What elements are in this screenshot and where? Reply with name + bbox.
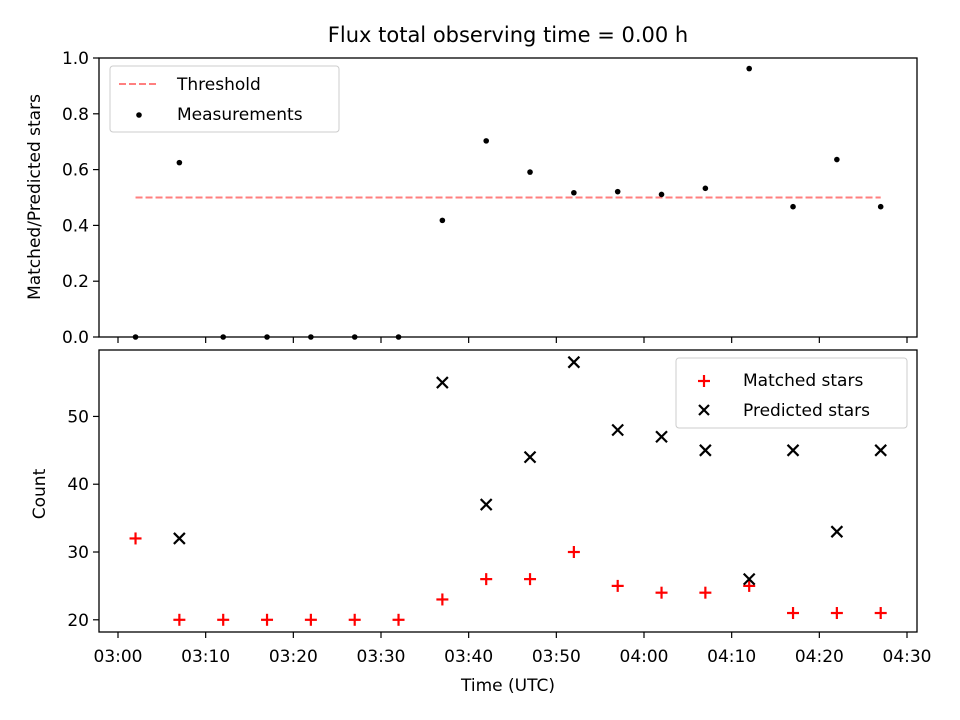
measurement-point — [527, 169, 533, 175]
measurement-point — [834, 156, 840, 163]
predicted-star-point — [699, 444, 712, 457]
top-y-ticks: 0.0 0.2 0.4 0.6 0.8 1.0 — [62, 49, 99, 348]
predicted-star-point — [611, 423, 624, 437]
legend-measurements-label: Measurements — [177, 105, 303, 125]
x-tick-label: 03:20 — [269, 647, 318, 667]
legend-matched-swatch — [698, 375, 710, 387]
measurement-point — [571, 189, 577, 196]
legend-matched-label: Matched stars — [743, 371, 863, 391]
predicted-star-point — [479, 498, 493, 511]
matched-star-point — [874, 607, 887, 620]
measurement-point — [132, 334, 139, 340]
measurement-point — [658, 191, 665, 198]
x-tick-label: 03:50 — [532, 647, 581, 667]
measurement-point — [790, 203, 796, 210]
matched-star-point — [830, 607, 843, 620]
bottom-y-ticks: 20 30 40 50 — [67, 407, 99, 631]
bottom-y-tick-label: 20 — [67, 611, 89, 631]
legend-predicted-label: Predicted stars — [743, 401, 870, 421]
measurement-point — [746, 65, 752, 72]
top-plot-frame — [98, 57, 918, 338]
bottom-legend-box — [675, 357, 908, 429]
x-tick-label: 03:40 — [444, 647, 493, 667]
bottom-plot-frame — [98, 349, 918, 633]
predicted-star-point — [436, 376, 449, 389]
bottom-x-ticks: 03:00 03:10 03:20 03:30 03:40 03:50 04:00 04:10… — [94, 632, 932, 667]
predicted-star-point — [874, 444, 887, 457]
x-tick-label: 03:30 — [357, 647, 406, 667]
measurement-point — [614, 188, 621, 195]
measurement-point — [264, 334, 270, 340]
predicted-star-point — [567, 355, 581, 369]
bottom-marks — [129, 355, 887, 626]
matched-star-point — [261, 613, 274, 626]
matched-star-point — [655, 586, 668, 599]
legend-measurements-swatch — [136, 112, 142, 118]
top-legend: Threshold Measurements — [109, 65, 340, 133]
x-axis-label: Time (UTC) — [460, 676, 555, 696]
matched-star-point — [611, 579, 624, 592]
top-y-tick-label: 0.8 — [62, 105, 89, 125]
x-tick-label: 04:20 — [795, 647, 844, 667]
measurement-point — [351, 334, 358, 340]
measurement-point — [877, 203, 884, 210]
x-tick-label: 03:00 — [94, 647, 143, 667]
matched-star-point — [524, 573, 537, 586]
measurement-point — [483, 138, 490, 144]
matched-star-point — [436, 593, 449, 606]
legend-threshold-label: Threshold — [176, 75, 261, 95]
matched-star-point — [129, 532, 142, 545]
top-x-ticks — [117, 337, 908, 343]
bottom-y-tick-label: 30 — [67, 543, 89, 563]
matched-star-point — [567, 546, 580, 559]
matched-star-point — [787, 607, 800, 620]
chart-title: Flux total observing time = 0.00 h — [328, 23, 688, 47]
matched-star-point — [217, 613, 230, 626]
predicted-star-point — [523, 450, 537, 464]
top-y-tick-label: 0.2 — [62, 272, 89, 292]
predicted-star-point — [173, 532, 186, 545]
x-tick-label: 04:30 — [883, 647, 932, 667]
top-y-axis-label: Matched/Predicted stars — [25, 94, 45, 300]
matched-star-point — [480, 573, 493, 586]
legend-predicted-swatch — [698, 404, 710, 416]
predicted-star-point — [655, 430, 668, 444]
matched-star-point — [743, 579, 756, 592]
measurement-point — [702, 185, 709, 192]
predicted-star-point — [742, 572, 756, 586]
measurement-point — [395, 334, 402, 340]
x-tick-label: 04:00 — [620, 647, 669, 667]
bottom-y-axis-label: Count — [30, 468, 50, 519]
predicted-star-point — [830, 525, 844, 538]
predicted-star-point — [786, 444, 800, 457]
measurement-point — [220, 334, 226, 340]
top-marks — [132, 65, 884, 340]
matched-star-point — [392, 613, 405, 626]
measurement-point — [439, 217, 446, 224]
top-y-tick-label: 0.6 — [62, 161, 89, 181]
top-panel: 0.0 0.2 0.4 0.6 0.8 1.0 Threshold Measurement… — [62, 49, 918, 348]
top-legend-box — [109, 65, 340, 133]
bottom-y-tick-label: 40 — [67, 475, 89, 495]
measurement-point — [308, 334, 314, 340]
matched-star-point — [173, 613, 186, 626]
x-tick-label: 04:10 — [707, 647, 756, 667]
x-tick-label: 03:10 — [181, 647, 230, 667]
top-y-tick-label: 0.0 — [62, 328, 89, 348]
matched-star-point — [699, 586, 712, 599]
top-y-tick-label: 0.4 — [62, 216, 89, 236]
measurement-point — [176, 159, 183, 166]
matched-star-point — [304, 613, 317, 626]
top-y-tick-label: 1.0 — [62, 49, 89, 69]
matched-star-point — [348, 613, 361, 626]
bottom-y-tick-label: 50 — [67, 407, 89, 427]
bottom-legend: Matched stars Predicted stars — [675, 357, 908, 429]
